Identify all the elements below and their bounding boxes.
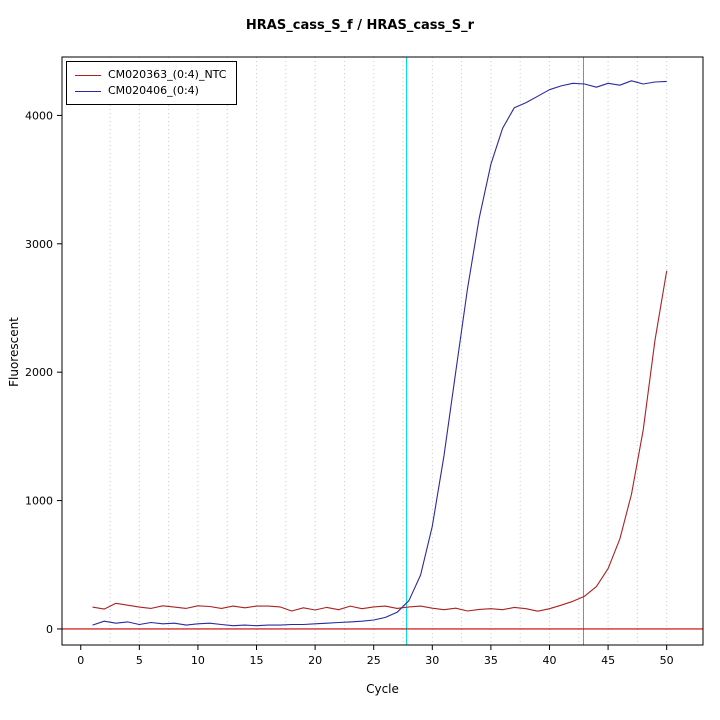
chart-title: HRAS_cass_S_f / HRAS_cass_S_r <box>245 18 475 33</box>
x-tick-label: 30 <box>425 654 439 667</box>
x-tick-label: 40 <box>542 654 556 667</box>
x-tick-label: 45 <box>601 654 615 667</box>
x-tick-label: 5 <box>136 654 143 667</box>
y-axis-label: Fluorescent <box>7 317 21 387</box>
x-tick-label: 25 <box>367 654 381 667</box>
y-tick-label: 2000 <box>25 366 53 379</box>
series-lines <box>92 80 668 627</box>
x-tick-label: 0 <box>77 654 84 667</box>
legend-label-ntc: CM020363_(0:4)_NTC <box>108 68 227 81</box>
legend-line-swatch-red <box>75 74 101 76</box>
x-axis-label: Cycle <box>366 682 399 696</box>
series-line <box>92 270 668 612</box>
x-tick-label: 10 <box>191 654 205 667</box>
legend-label-sample: CM020406_(0:4) <box>108 84 199 97</box>
y-tick-label: 3000 <box>25 238 53 251</box>
x-tick-label: 15 <box>250 654 264 667</box>
y-tick-label: 4000 <box>25 109 53 122</box>
x-tick-label: 20 <box>308 654 322 667</box>
y-axis-ticks: 0 1000 2000 3000 4000 <box>25 109 62 636</box>
legend-item-ntc: CM020363_(0:4)_NTC <box>75 67 226 83</box>
y-tick-label: 1000 <box>25 495 53 508</box>
plot-box <box>61 56 704 646</box>
reference-vlines <box>406 57 584 645</box>
x-tick-label: 35 <box>484 654 498 667</box>
legend-line-swatch-blue <box>75 90 101 92</box>
legend: CM020363_(0:4)_NTC CM020406_(0:4) <box>66 61 238 105</box>
y-tick-label: 0 <box>46 623 53 636</box>
x-tick-label: 50 <box>660 654 674 667</box>
series-line <box>92 80 667 627</box>
legend-item-sample: CM020406_(0:4) <box>75 83 226 99</box>
x-axis-ticks: 0 5 10 15 20 25 30 35 40 45 50 <box>77 645 674 667</box>
